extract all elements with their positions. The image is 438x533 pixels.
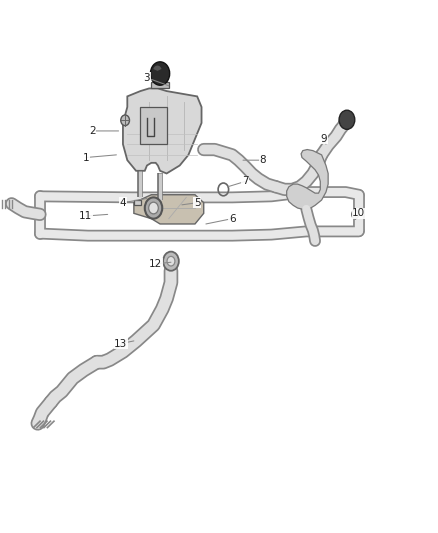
Polygon shape <box>134 200 141 205</box>
Text: 1: 1 <box>82 152 89 163</box>
Text: 8: 8 <box>259 155 266 165</box>
Text: 2: 2 <box>89 126 95 136</box>
Text: 9: 9 <box>321 134 327 144</box>
Polygon shape <box>141 107 166 144</box>
Circle shape <box>121 115 130 126</box>
Polygon shape <box>134 195 204 224</box>
Circle shape <box>339 110 355 130</box>
Polygon shape <box>287 150 328 209</box>
Text: 7: 7 <box>242 176 248 187</box>
Text: 10: 10 <box>352 208 365 219</box>
Circle shape <box>167 256 175 266</box>
Circle shape <box>145 197 162 219</box>
Circle shape <box>352 210 359 219</box>
Text: 3: 3 <box>144 73 150 83</box>
Polygon shape <box>123 88 201 173</box>
Text: 12: 12 <box>149 259 162 269</box>
Circle shape <box>149 202 158 214</box>
Circle shape <box>163 252 179 271</box>
Text: 5: 5 <box>194 198 201 208</box>
Text: 6: 6 <box>229 214 235 224</box>
Text: 13: 13 <box>114 338 127 349</box>
Wedge shape <box>153 66 162 71</box>
Text: 4: 4 <box>120 198 126 208</box>
FancyBboxPatch shape <box>151 82 169 88</box>
Circle shape <box>150 62 170 85</box>
Text: 11: 11 <box>79 211 92 221</box>
